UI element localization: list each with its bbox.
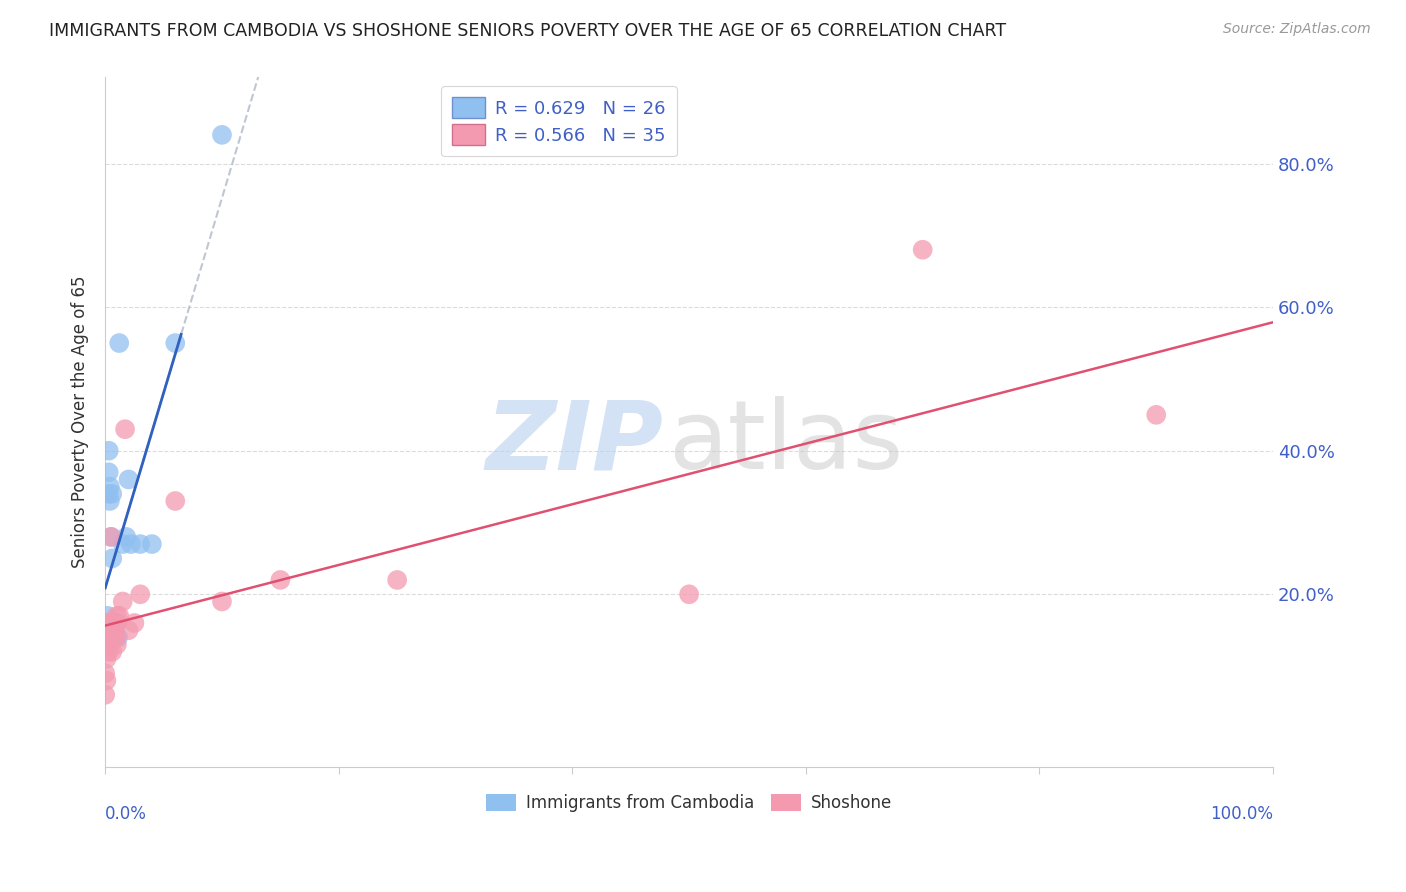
- Point: [97, 487, 120, 501]
- Point: [105, 615, 128, 630]
- Point: [111, 594, 134, 608]
- Point: [96, 608, 118, 623]
- Point: [124, 615, 146, 630]
- Point: [111, 537, 134, 551]
- Point: [165, 494, 187, 508]
- Point: [100, 530, 122, 544]
- Text: ZIP: ZIP: [485, 396, 664, 489]
- Text: 0.0%: 0.0%: [105, 805, 148, 823]
- Point: [98, 631, 121, 645]
- Point: [94, 631, 117, 645]
- Point: [141, 537, 163, 551]
- Point: [94, 666, 117, 681]
- Point: [385, 573, 408, 587]
- Point: [96, 623, 118, 637]
- Point: [100, 631, 122, 645]
- Point: [117, 472, 139, 486]
- Point: [165, 336, 187, 351]
- Point: [115, 530, 138, 544]
- Point: [129, 587, 152, 601]
- Point: [97, 645, 120, 659]
- Point: [96, 638, 118, 652]
- Point: [103, 631, 125, 645]
- Point: [105, 615, 128, 630]
- Point: [211, 128, 233, 142]
- Text: 100.0%: 100.0%: [1211, 805, 1272, 823]
- Point: [104, 631, 127, 645]
- Point: [108, 608, 131, 623]
- Point: [211, 594, 233, 608]
- Legend: Immigrants from Cambodia, Shoshone: Immigrants from Cambodia, Shoshone: [478, 786, 900, 821]
- Point: [107, 631, 129, 645]
- Text: atlas: atlas: [668, 396, 903, 489]
- Y-axis label: Seniors Poverty Over the Age of 65: Seniors Poverty Over the Age of 65: [72, 276, 89, 568]
- Point: [105, 638, 128, 652]
- Text: IMMIGRANTS FROM CAMBODIA VS SHOSHONE SENIORS POVERTY OVER THE AGE OF 65 CORRELAT: IMMIGRANTS FROM CAMBODIA VS SHOSHONE SEN…: [49, 22, 1007, 40]
- Point: [98, 480, 121, 494]
- Point: [101, 487, 124, 501]
- Point: [269, 573, 291, 587]
- Point: [103, 623, 125, 637]
- Point: [114, 422, 136, 436]
- Point: [97, 443, 120, 458]
- Point: [101, 645, 124, 659]
- Point: [97, 615, 120, 630]
- Point: [101, 615, 124, 630]
- Point: [96, 638, 118, 652]
- Point: [96, 638, 118, 652]
- Point: [94, 688, 117, 702]
- Point: [100, 530, 122, 544]
- Point: [911, 243, 934, 257]
- Point: [96, 631, 118, 645]
- Point: [129, 537, 152, 551]
- Point: [96, 652, 118, 666]
- Point: [678, 587, 700, 601]
- Point: [96, 673, 118, 688]
- Point: [1144, 408, 1167, 422]
- Point: [96, 615, 118, 630]
- Point: [105, 608, 128, 623]
- Text: Source: ZipAtlas.com: Source: ZipAtlas.com: [1223, 22, 1371, 37]
- Point: [108, 336, 131, 351]
- Point: [101, 551, 124, 566]
- Point: [98, 615, 121, 630]
- Point: [103, 631, 125, 645]
- Point: [103, 623, 125, 637]
- Point: [97, 465, 120, 479]
- Point: [120, 537, 142, 551]
- Point: [117, 623, 139, 637]
- Point: [98, 494, 121, 508]
- Point: [104, 631, 127, 645]
